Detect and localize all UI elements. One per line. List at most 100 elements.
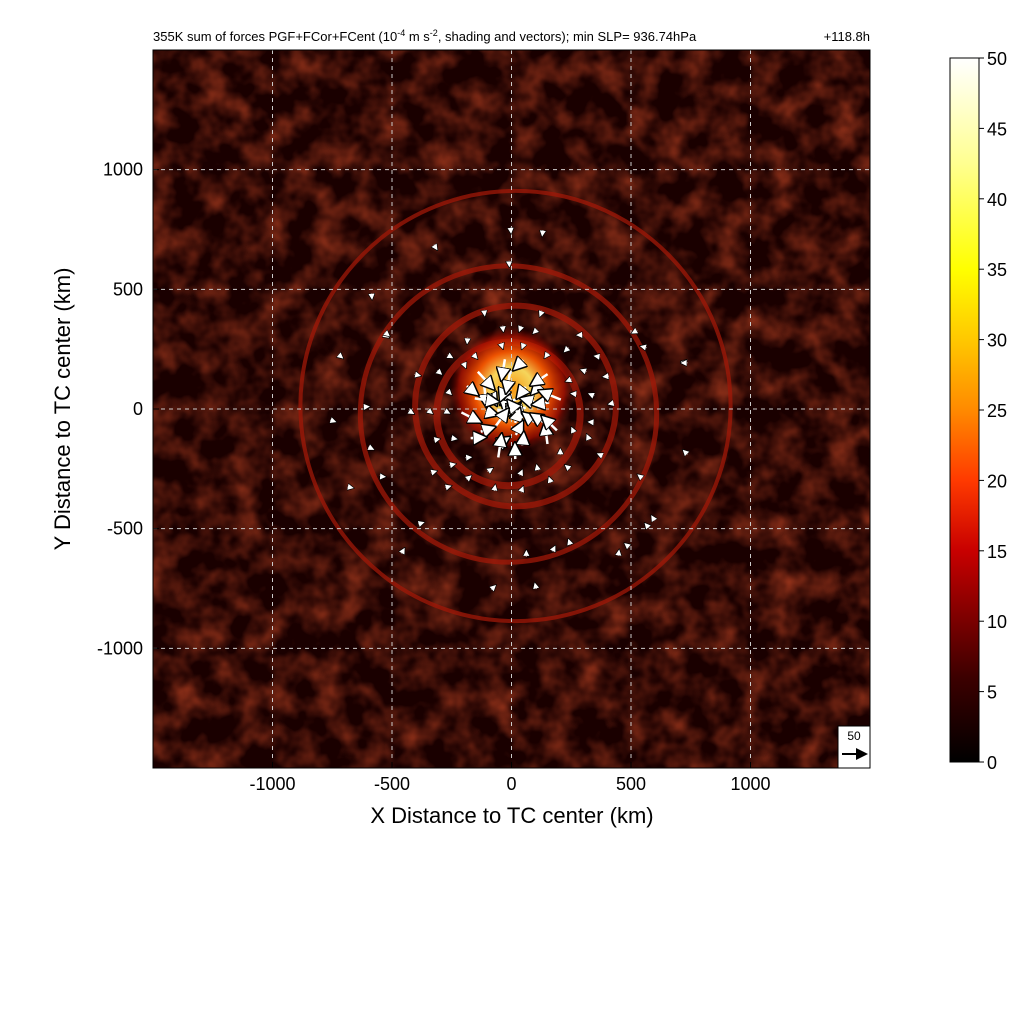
force-vector — [494, 486, 495, 491]
force-vector — [569, 540, 571, 545]
x-tick-label: -1000 — [249, 774, 295, 794]
spiral-ring — [412, 302, 619, 510]
force-vector — [460, 412, 478, 421]
force-vector — [491, 586, 495, 589]
colorbar-tick-label: 15 — [987, 542, 1007, 562]
force-vector — [587, 435, 589, 440]
force-vector — [385, 332, 389, 335]
y-axis-ticks: -1000 -500 0 500 1000 — [97, 160, 159, 658]
force-vector — [633, 330, 637, 332]
force-vector — [567, 379, 572, 381]
colorbar-tick-label: 50 — [987, 49, 1007, 69]
x-tick-label: 0 — [506, 774, 516, 794]
force-vector — [501, 343, 503, 348]
force-vector — [474, 398, 496, 401]
force-vector — [542, 392, 562, 400]
colorbar-tick-label: 20 — [987, 471, 1007, 491]
force-vector — [652, 517, 655, 521]
force-vector — [604, 376, 609, 377]
force-vector — [464, 362, 466, 367]
y-tick-label: 1000 — [103, 160, 143, 180]
force-vector — [646, 524, 649, 528]
force-vector — [447, 390, 451, 394]
force-vector — [535, 584, 536, 589]
force-vector — [552, 547, 554, 551]
force-vector — [428, 410, 432, 413]
force-vector — [470, 438, 483, 439]
force-vector — [542, 230, 543, 235]
force-vector — [473, 354, 476, 358]
force-vector — [582, 370, 587, 372]
y-tick-label: -500 — [107, 519, 143, 539]
force-vector — [437, 370, 441, 373]
colorbar: 0 5 10 15 20 25 30 35 40 45 50 — [949, 49, 1007, 773]
force-vector — [520, 471, 522, 476]
force-vector — [467, 476, 471, 479]
force-vector — [642, 346, 647, 347]
force-vector — [402, 549, 404, 553]
force-vector — [450, 464, 455, 465]
force-vector — [533, 374, 549, 384]
force-vector — [476, 370, 492, 387]
x-tick-label: -500 — [374, 774, 410, 794]
chart-title: 355K sum of forces PGF+FCor+FCent (10-4 … — [153, 28, 697, 44]
y-tick-label: 500 — [113, 279, 143, 299]
force-vector — [484, 310, 485, 315]
force-vector — [618, 551, 619, 556]
force-vector — [445, 486, 450, 487]
force-vector — [415, 374, 420, 375]
force-vector — [488, 469, 492, 472]
x-tick-label: 1000 — [730, 774, 770, 794]
force-vector — [535, 403, 550, 405]
force-vector — [445, 411, 449, 413]
colorbar-tick-label: 45 — [987, 119, 1007, 139]
force-vector — [540, 311, 542, 316]
x-axis-ticks: -1000 -500 0 500 1000 — [249, 762, 771, 794]
force-vector — [537, 466, 538, 471]
force-vectors — [330, 227, 687, 589]
force-vector — [498, 437, 501, 458]
y-tick-label: -1000 — [97, 638, 143, 658]
colorbar-gradient — [949, 57, 980, 763]
force-vector — [330, 420, 335, 422]
force-vector — [503, 326, 504, 331]
force-vector — [544, 418, 558, 432]
valid-time-label: +118.8h — [824, 29, 870, 44]
force-vector — [609, 403, 614, 404]
force-vector — [338, 354, 342, 357]
force-vector — [409, 411, 413, 414]
colorbar-tick-label: 5 — [987, 683, 997, 703]
force-vector — [519, 387, 526, 396]
force-vector — [347, 487, 352, 488]
force-vector — [595, 356, 600, 357]
colorbar-tick-label: 25 — [987, 401, 1007, 421]
force-vector — [572, 428, 574, 433]
force-vector — [448, 355, 452, 357]
force-vector — [521, 487, 523, 492]
force-vector — [418, 523, 423, 524]
x-axis-label: X Distance to TC center (km) — [370, 803, 653, 828]
force-vector — [549, 478, 551, 483]
force-vector — [545, 353, 548, 357]
force-vector — [502, 359, 505, 377]
colorbar-tick-label: 10 — [987, 612, 1007, 632]
force-vector — [522, 343, 524, 348]
colorbar-tick-label: 35 — [987, 260, 1007, 280]
force-vector — [485, 411, 495, 414]
reference-vector-label: 50 — [847, 729, 861, 743]
force-vector — [434, 439, 439, 440]
force-vector — [467, 386, 476, 393]
force-vector — [590, 394, 595, 396]
force-vector — [639, 475, 643, 478]
spiral-rings — [298, 188, 733, 624]
force-vector — [516, 360, 524, 368]
colorbar-tick-label: 0 — [987, 753, 997, 773]
force-vector — [434, 245, 437, 249]
colorbar-tick-label: 30 — [987, 331, 1007, 351]
spiral-ring — [298, 188, 733, 624]
heatmap-field — [153, 50, 870, 768]
force-vector — [523, 435, 524, 445]
force-vector — [625, 544, 629, 547]
force-vector — [451, 438, 456, 439]
force-vector — [431, 471, 436, 472]
